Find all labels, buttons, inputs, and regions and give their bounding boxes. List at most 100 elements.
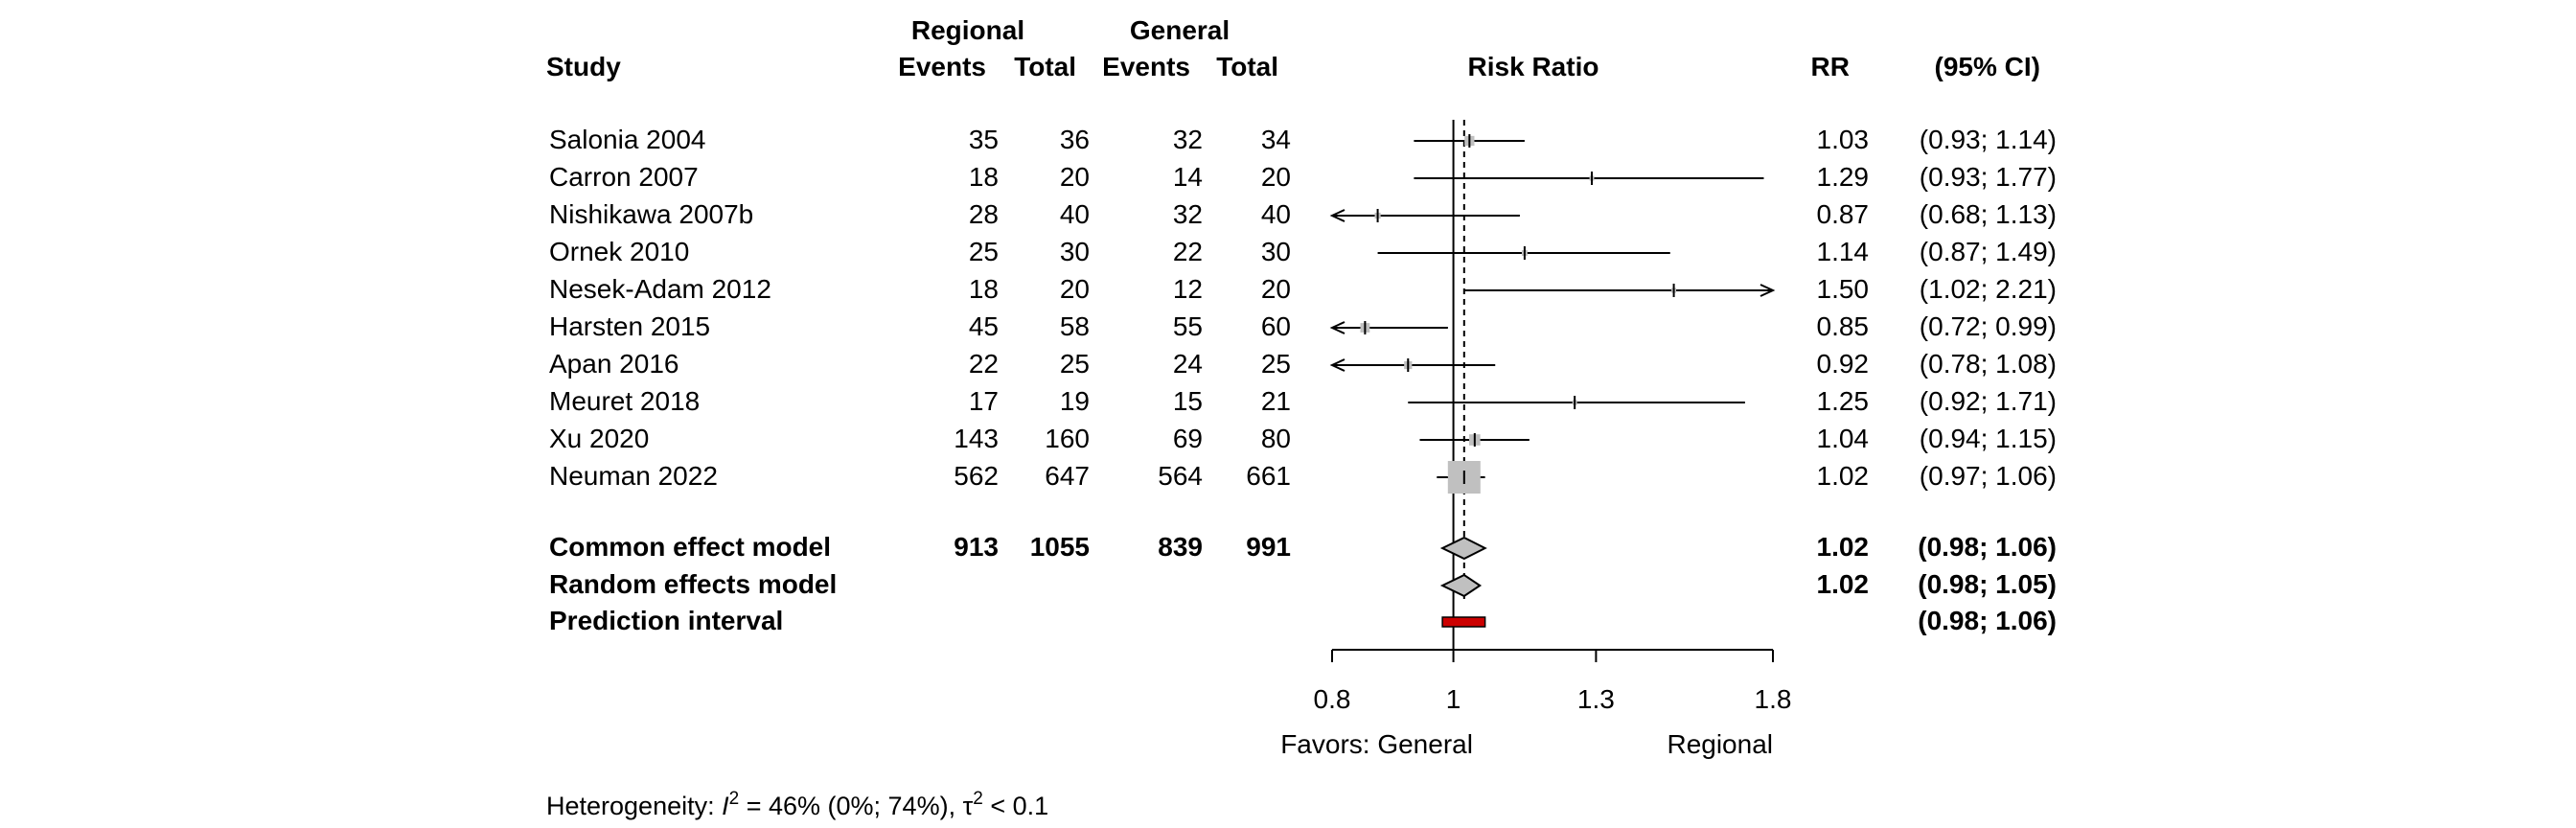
prediction-ci-value: (0.98; 1.06) [1918, 606, 2057, 635]
regional-total: 58 [1060, 311, 1090, 341]
study-estimate [1408, 396, 1745, 409]
random-effects-label: Random effects model [549, 569, 837, 599]
general-events: 14 [1173, 162, 1203, 192]
common-rr-value: 1.02 [1817, 532, 1870, 562]
regional-total: 25 [1060, 349, 1090, 379]
common-general-total: 991 [1246, 532, 1291, 562]
general-total: 20 [1261, 274, 1291, 304]
tick-label: 1 [1446, 684, 1461, 714]
header-regional-events: Events [898, 52, 986, 81]
regional-total: 40 [1060, 199, 1090, 229]
ci-arrow-left [1329, 321, 1346, 334]
regional-events: 18 [969, 274, 999, 304]
ci-arrow-right [1760, 284, 1776, 297]
general-total: 25 [1261, 349, 1291, 379]
study-estimate [1437, 461, 1485, 494]
ci-value: (0.68; 1.13) [1920, 199, 2057, 229]
regional-events: 17 [969, 386, 999, 416]
common-regional-total: 1055 [1030, 532, 1090, 562]
random-ci-value: (0.98; 1.05) [1918, 569, 2057, 599]
regional-total: 20 [1060, 274, 1090, 304]
study-estimate [1377, 246, 1670, 260]
study-row: Meuret 2018 17 19 15 21 1.25 (0.92; 1.71) [549, 386, 2057, 416]
rr-value: 1.50 [1817, 274, 1870, 304]
regional-events: 28 [969, 199, 999, 229]
i2-value: = 46% (0%; 74%), [739, 792, 962, 820]
header-general-events: Events [1102, 52, 1190, 81]
random-effects-diamond [1439, 573, 1483, 598]
ci-value: (0.87; 1.49) [1920, 237, 2057, 266]
common-general-events: 839 [1158, 532, 1203, 562]
rr-value: 0.87 [1817, 199, 1870, 229]
general-events: 32 [1173, 125, 1203, 154]
common-effect-diamond [1439, 536, 1487, 561]
summary-rows: Common effect model 913 1055 839 991 1.02 (0.9… [549, 532, 2057, 635]
tick-label: 0.8 [1314, 684, 1351, 714]
x-label-right: Regional [1667, 729, 1773, 759]
tick-label: 1.3 [1577, 684, 1615, 714]
rr-value: 0.92 [1817, 349, 1870, 379]
study-name: Nesek-Adam 2012 [549, 274, 771, 304]
heterogeneity-prefix: Heterogeneity: [546, 792, 722, 820]
ci-value: (1.02; 2.21) [1920, 274, 2057, 304]
general-total: 21 [1261, 386, 1291, 416]
general-events: 69 [1173, 424, 1203, 453]
regional-total: 19 [1060, 386, 1090, 416]
rr-value: 1.14 [1817, 237, 1870, 266]
study-row: Nesek-Adam 2012 18 20 12 20 1.50 (1.02; 2.21) [549, 274, 2057, 304]
rr-value: 1.04 [1817, 424, 1870, 453]
study-row: Carron 2007 18 20 14 20 1.29 (0.93; 1.77) [549, 162, 2057, 192]
ci-value: (0.93; 1.77) [1920, 162, 2057, 192]
study-estimate [1463, 284, 1776, 297]
study-name: Neuman 2022 [549, 461, 718, 491]
random-rr-value: 1.02 [1817, 569, 1870, 599]
header-general: General [1130, 15, 1230, 45]
study-estimate [1419, 433, 1530, 447]
regional-events: 18 [969, 162, 999, 192]
ci-value: (0.78; 1.08) [1920, 349, 2057, 379]
study-rows: Salonia 2004 35 36 32 34 1.03 (0.93; 1.14) Carr… [549, 125, 2057, 491]
rr-value: 1.03 [1817, 125, 1870, 154]
x-label-left: Favors: General [1280, 729, 1473, 759]
study-name: Xu 2020 [549, 424, 649, 453]
study-name: Meuret 2018 [549, 386, 700, 416]
header-regional-total: Total [1014, 52, 1076, 81]
study-estimate [1329, 209, 1520, 222]
study-row: Neuman 2022 562 647 564 661 1.02 (0.97; 1.06) [549, 461, 2057, 491]
i2-superscript: 2 [729, 789, 740, 809]
study-row: Harsten 2015 45 58 55 60 0.85 (0.72; 0.99) [549, 311, 2057, 341]
regional-events: 35 [969, 125, 999, 154]
regional-total: 30 [1060, 237, 1090, 266]
regional-events: 562 [954, 461, 999, 491]
common-ci-value: (0.98; 1.06) [1918, 532, 2057, 562]
general-total: 661 [1246, 461, 1291, 491]
common-regional-events: 913 [954, 532, 999, 562]
general-events: 22 [1173, 237, 1203, 266]
general-total: 20 [1261, 162, 1291, 192]
header-general-total: Total [1216, 52, 1278, 81]
prediction-interval-bar [1441, 616, 1486, 628]
study-row: Xu 2020 143 160 69 80 1.04 (0.94; 1.15) [549, 424, 2057, 453]
ci-arrow-left [1329, 209, 1346, 222]
study-estimate [1414, 134, 1525, 148]
x-axis: 0.8 1 1.3 1.8 Favors: General Regional [1280, 649, 1791, 759]
common-effect-label: Common effect model [549, 532, 831, 562]
ci-value: (0.72; 0.99) [1920, 311, 2057, 341]
ci-value: (0.93; 1.14) [1920, 125, 2057, 154]
regional-total: 647 [1045, 461, 1090, 491]
rr-value: 1.25 [1817, 386, 1870, 416]
header-study: Study [546, 52, 621, 81]
regional-events: 22 [969, 349, 999, 379]
general-events: 24 [1173, 349, 1203, 379]
ci-arrow-left [1329, 358, 1346, 372]
plot-area [1329, 120, 1776, 650]
tau2-symbol: τ [963, 792, 974, 820]
rr-value: 1.29 [1817, 162, 1870, 192]
general-total: 60 [1261, 311, 1291, 341]
general-events: 55 [1173, 311, 1203, 341]
study-estimate [1329, 321, 1448, 334]
common-effect-row: Common effect model 913 1055 839 991 1.02 (0.9… [549, 532, 2057, 562]
study-name: Ornek 2010 [549, 237, 689, 266]
header-rr: RR [1811, 52, 1850, 81]
